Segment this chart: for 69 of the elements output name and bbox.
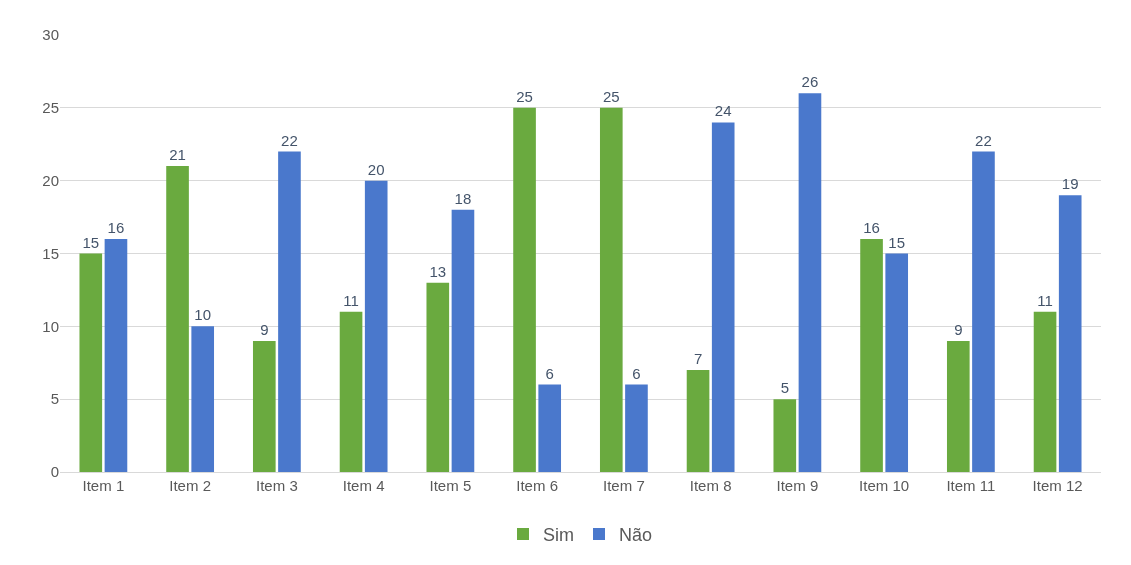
data-label: 25: [516, 87, 533, 105]
bar: [946, 340, 970, 472]
bar: [513, 107, 536, 472]
bar: [686, 370, 710, 472]
data-label: 9: [954, 320, 963, 338]
bar: [166, 166, 189, 472]
bar: [711, 122, 735, 472]
data-label: 26: [801, 73, 819, 91]
bar: [538, 384, 562, 472]
data-label: 6: [545, 364, 554, 382]
bar: [599, 107, 623, 472]
data-label: 24: [714, 102, 732, 120]
data-label: 9: [260, 320, 269, 338]
bar: [798, 93, 822, 472]
x-tick-label: Item 10: [859, 477, 910, 494]
data-label: 5: [780, 379, 789, 397]
data-label: 21: [169, 146, 186, 164]
x-tick-label: Item 5: [429, 477, 472, 494]
bar: [252, 340, 276, 472]
bar: [1033, 311, 1057, 472]
data-label: 22: [281, 131, 298, 149]
bar: [104, 238, 128, 472]
data-label: 19: [1061, 175, 1079, 193]
y-tick-label: 20: [42, 171, 59, 189]
y-tick-label: 0: [50, 463, 59, 481]
bar: [426, 282, 450, 472]
x-tick-label: Item 7: [603, 477, 645, 494]
bar: [885, 253, 909, 472]
bar: [79, 253, 103, 472]
data-label: 11: [343, 291, 359, 309]
data-label: 18: [454, 189, 472, 207]
y-tick-label: 5: [50, 390, 59, 408]
data-label: 11: [1037, 291, 1053, 309]
x-tick-label: Item 4: [342, 477, 385, 494]
data-label: 7: [693, 350, 703, 368]
bar: [972, 151, 995, 472]
x-tick-label: Item 11: [946, 477, 996, 494]
x-tick-label: Item 8: [689, 477, 732, 494]
y-tick-label: 25: [42, 99, 59, 117]
data-label: 20: [367, 160, 385, 178]
x-tick-label: Item 3: [256, 477, 298, 494]
x-tick-label: Item 6: [516, 477, 558, 494]
data-label: 16: [863, 218, 880, 236]
x-tick-label: Item 2: [169, 477, 211, 494]
bar: [451, 209, 475, 472]
y-tick-label: 15: [42, 244, 59, 262]
bar: [773, 399, 797, 472]
bar: [364, 180, 388, 472]
data-label: 13: [429, 262, 447, 280]
bar: [339, 311, 363, 472]
legend-label: Não: [619, 524, 653, 545]
data-label: 16: [107, 218, 125, 236]
x-tick-label: Item 12: [1032, 477, 1083, 494]
x-tick-label: Item 9: [776, 477, 819, 494]
data-label: 15: [888, 233, 906, 251]
legend-label: Sim: [543, 524, 574, 545]
x-tick-label: Item 1: [82, 477, 125, 494]
data-label: 6: [632, 364, 641, 382]
bar: [860, 238, 883, 472]
bar: [1058, 195, 1082, 472]
bar: [278, 151, 301, 472]
y-tick-label: 10: [42, 317, 59, 335]
data-label: 25: [602, 87, 620, 105]
y-tick-label: 30: [42, 26, 59, 44]
bar: [191, 326, 215, 472]
data-label: 10: [194, 306, 212, 324]
data-label: 22: [975, 131, 992, 149]
bar: [625, 384, 648, 472]
data-label: 15: [82, 233, 100, 251]
